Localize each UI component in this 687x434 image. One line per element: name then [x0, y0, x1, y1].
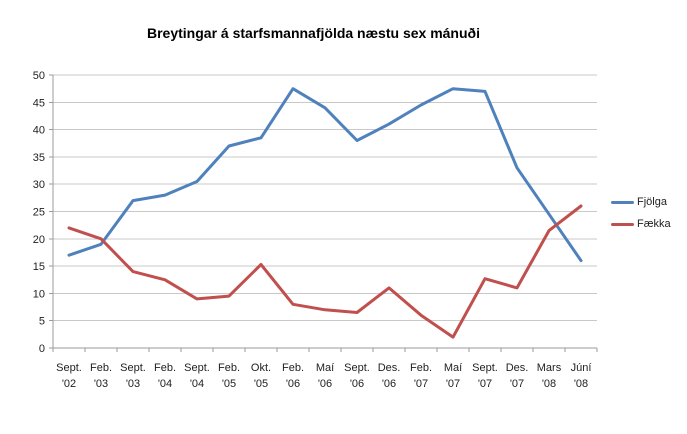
y-tick-label: 5 [39, 316, 45, 328]
x-tick-label-year: '04 [190, 378, 204, 390]
x-tick-label-year: '05 [254, 378, 268, 390]
x-tick-label-year: '04 [158, 378, 172, 390]
x-tick-label: Maí [444, 362, 462, 374]
x-tick-label-year: '07 [446, 378, 460, 390]
x-tick-label: Sept. [56, 362, 82, 374]
x-tick-label-year: '06 [318, 378, 332, 390]
x-tick-label: Sept. [472, 362, 498, 374]
x-tick-label-year: '05 [222, 378, 236, 390]
legend-line-swatch-red [611, 222, 634, 226]
x-tick-label-year: '02 [62, 378, 76, 390]
y-tick-label: 45 [33, 97, 45, 109]
x-tick-label-year: '08 [574, 378, 588, 390]
x-tick-label: Maí [316, 362, 334, 374]
x-tick-label-year: '03 [94, 378, 108, 390]
legend-line-swatch-blue [611, 200, 634, 204]
x-tick-label: Júní [571, 362, 592, 374]
x-tick-label: Des. [506, 362, 529, 374]
x-tick-label: Des. [378, 362, 401, 374]
x-tick-label-year: '08 [542, 378, 556, 390]
x-tick-label-year: '06 [350, 378, 364, 390]
x-tick-label: Feb. [218, 362, 240, 374]
x-tick-label-year: '06 [382, 378, 396, 390]
x-tick-label-year: '07 [510, 378, 524, 390]
y-tick-label: 35 [33, 152, 45, 164]
y-tick-label: 25 [33, 207, 45, 219]
x-tick-label: Mars [537, 362, 562, 374]
x-tick-label: Sept. [184, 362, 210, 374]
x-tick-label: Feb. [90, 362, 112, 374]
x-tick-label: Okt. [251, 362, 271, 374]
chart-legend: Fjölga Fækka [611, 191, 671, 235]
x-tick-label: Feb. [410, 362, 432, 374]
series-line-fjölga [67, 87, 583, 263]
chart-title: Breytingar á starfsmannafjölda næstu sex… [147, 25, 480, 41]
x-tick-label-year: '06 [286, 378, 300, 390]
y-tick-label: 15 [33, 261, 45, 273]
series-line-fækka [67, 204, 583, 339]
legend-item-fjolga: Fjölga [611, 191, 671, 213]
y-tick-label: 0 [39, 343, 45, 355]
x-tick-label: Sept. [344, 362, 370, 374]
legend-item-faekka: Fækka [611, 213, 671, 235]
y-tick-label: 30 [33, 179, 45, 191]
x-tick-label: Sept. [120, 362, 146, 374]
legend-label-faekka: Fækka [637, 218, 671, 230]
y-tick-label: 20 [33, 234, 45, 246]
x-tick-label-year: '03 [126, 378, 140, 390]
legend-label-fjolga: Fjölga [637, 196, 667, 208]
x-tick-label: Feb. [154, 362, 176, 374]
y-tick-label: 10 [33, 288, 45, 300]
x-tick-label: Feb. [282, 362, 304, 374]
x-tick-label-year: '07 [414, 378, 428, 390]
y-tick-label: 40 [33, 125, 45, 137]
x-tick-label-year: '07 [478, 378, 492, 390]
y-tick-label: 50 [33, 70, 45, 82]
